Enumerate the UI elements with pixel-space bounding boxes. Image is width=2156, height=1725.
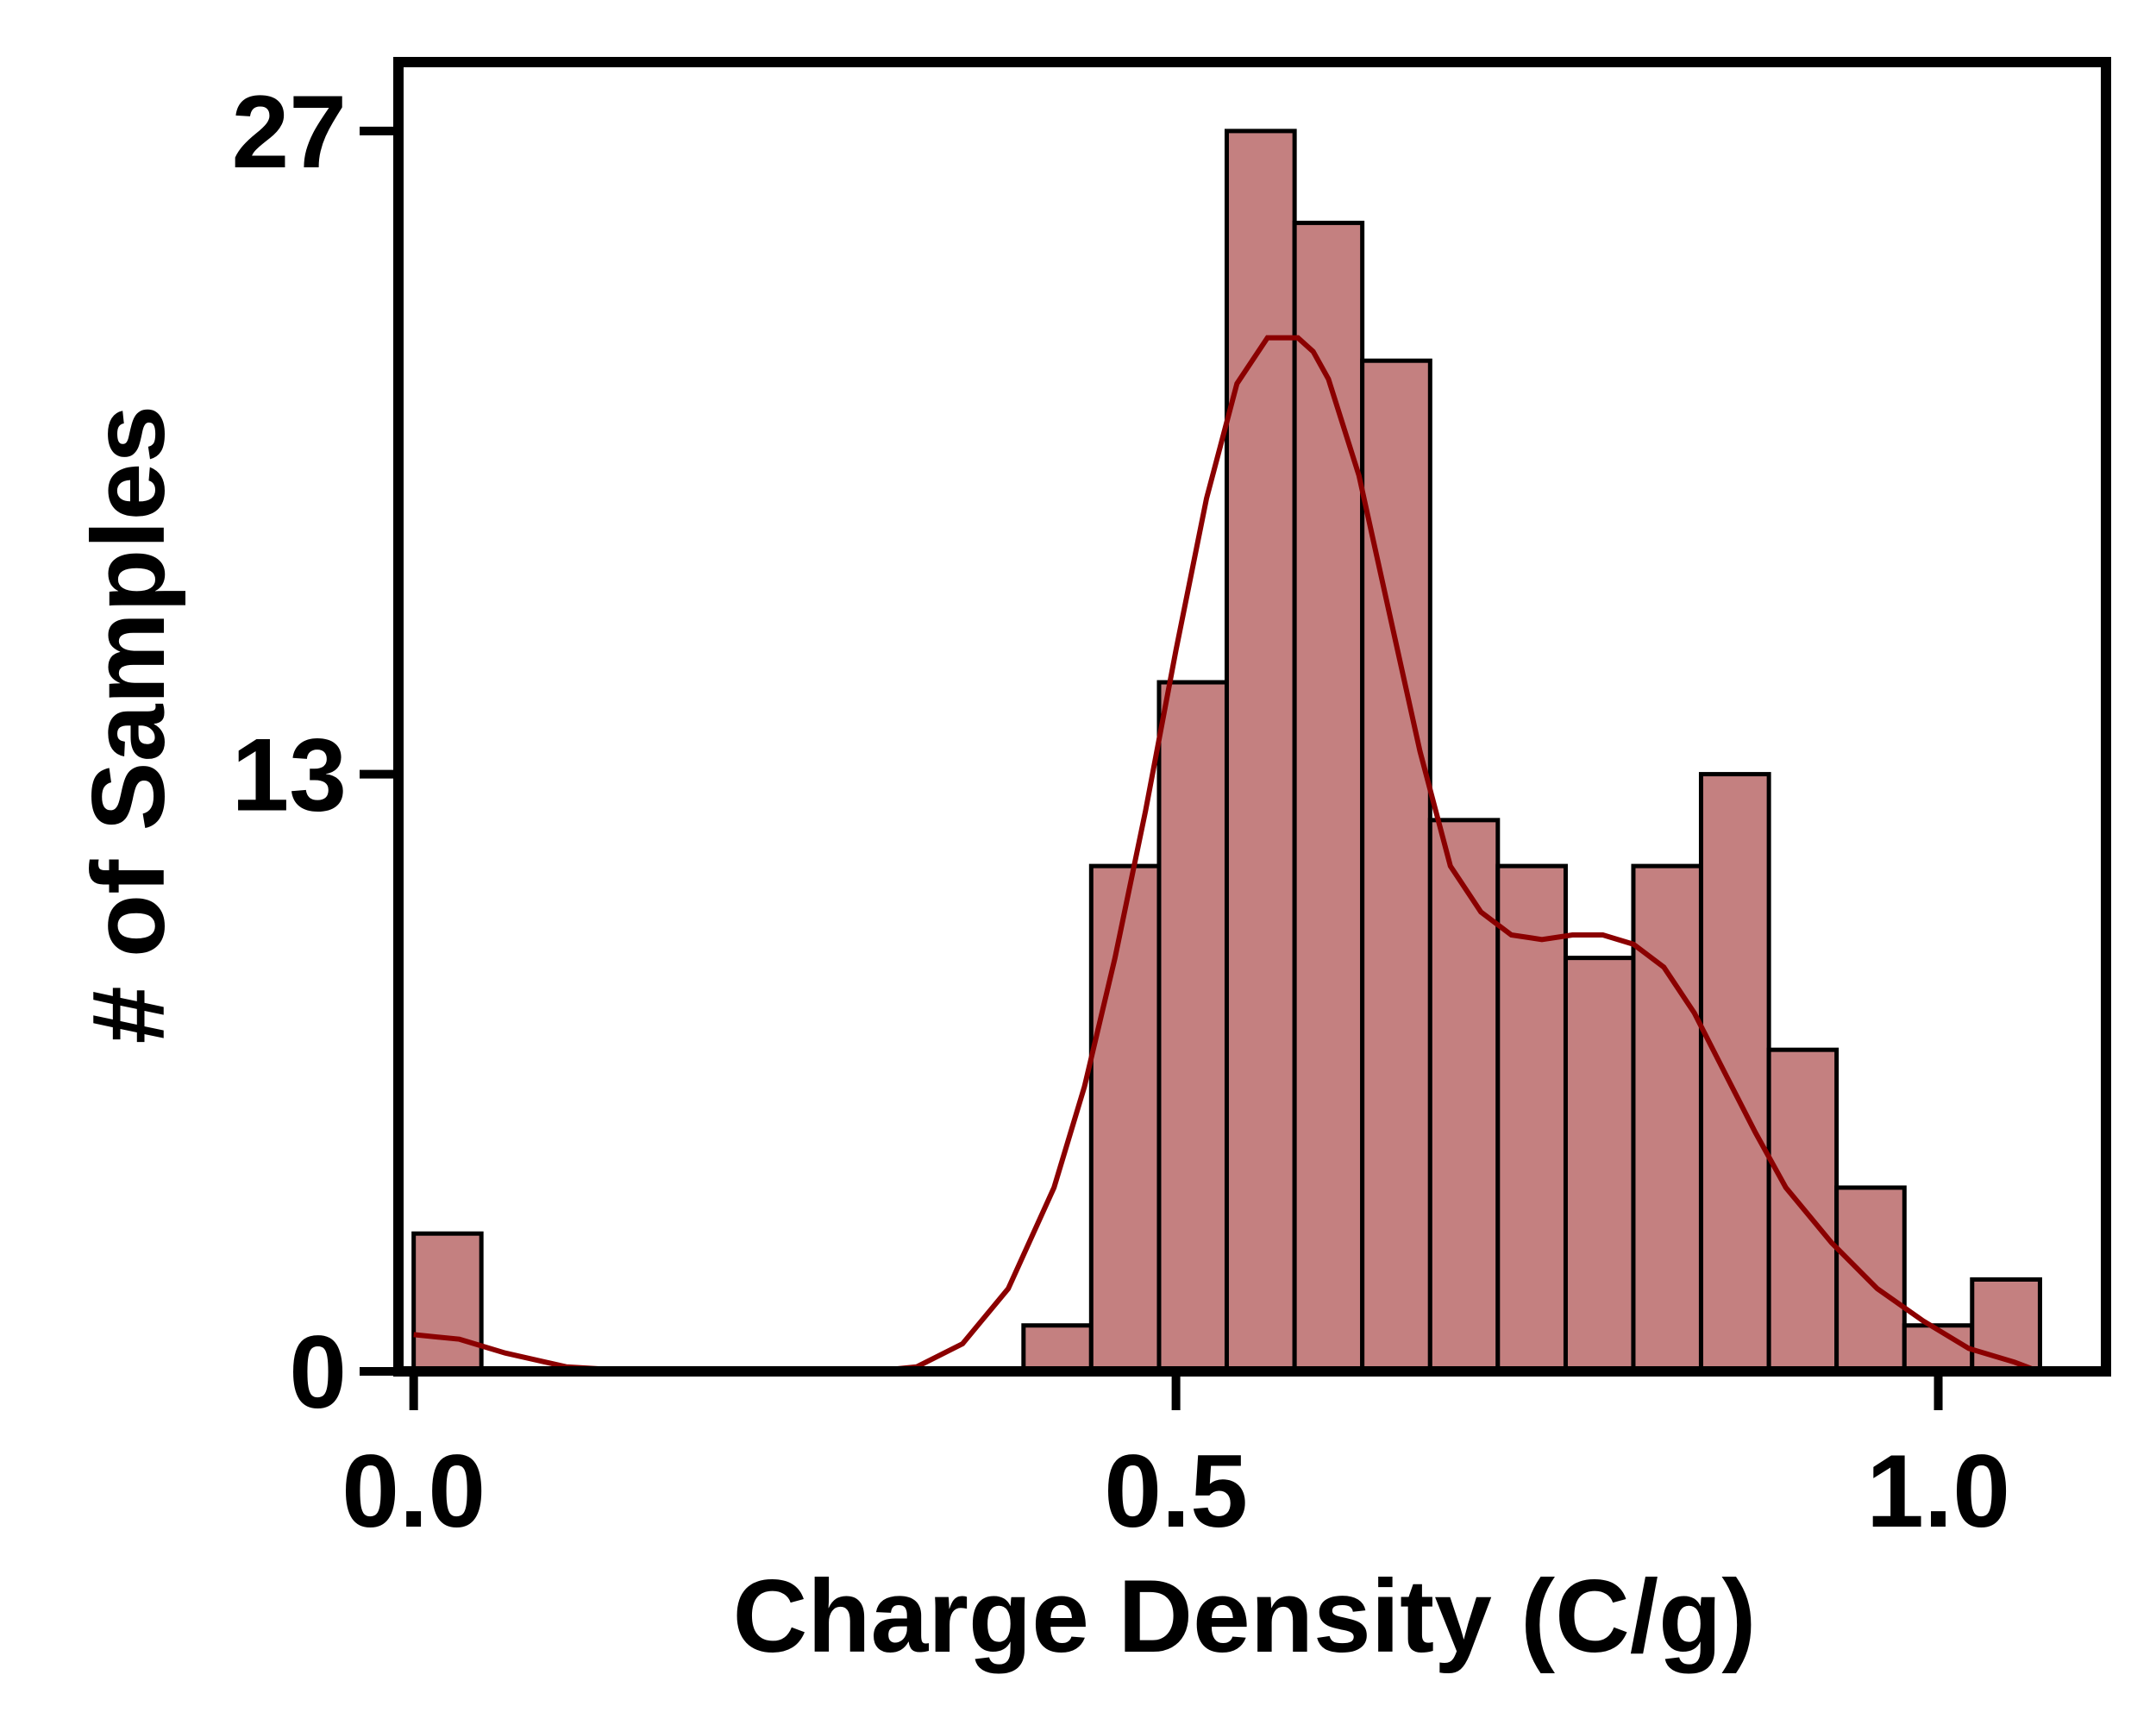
histogram-bar [1631,863,1703,1374]
histogram-bar [1495,863,1568,1374]
histogram-bar [1088,863,1162,1374]
histogram-bar [1360,358,1432,1374]
x-axis-ticks: 0.0 0.5 1.0 [342,1371,2010,1549]
y-tick-label: 13 [232,718,347,833]
plot-frame [393,57,2111,1377]
histogram-bar [411,1231,484,1374]
histogram-bar [1292,220,1365,1374]
x-axis-label: Charge Density (C/g) [733,1559,1757,1674]
histogram-bar [1156,680,1229,1374]
y-tick-label: 27 [232,74,347,190]
y-axis-label: # of Samples [71,405,186,1044]
histogram-bar [1563,956,1636,1374]
histogram-bar [1427,818,1501,1374]
histogram-bar [1970,1276,2042,1374]
x-tick-label: 1.0 [1866,1433,2010,1549]
y-axis-ticks: 0 13 27 [232,74,398,1430]
histogram-bar [1698,772,1771,1374]
x-tick-label: 0.0 [342,1433,486,1549]
x-tick-label: 0.5 [1104,1433,1248,1549]
y-tick-label: 0 [289,1314,347,1430]
histogram-bar [1021,1323,1094,1374]
histogram-bars [411,129,2042,1374]
histogram-bar [1224,129,1297,1374]
